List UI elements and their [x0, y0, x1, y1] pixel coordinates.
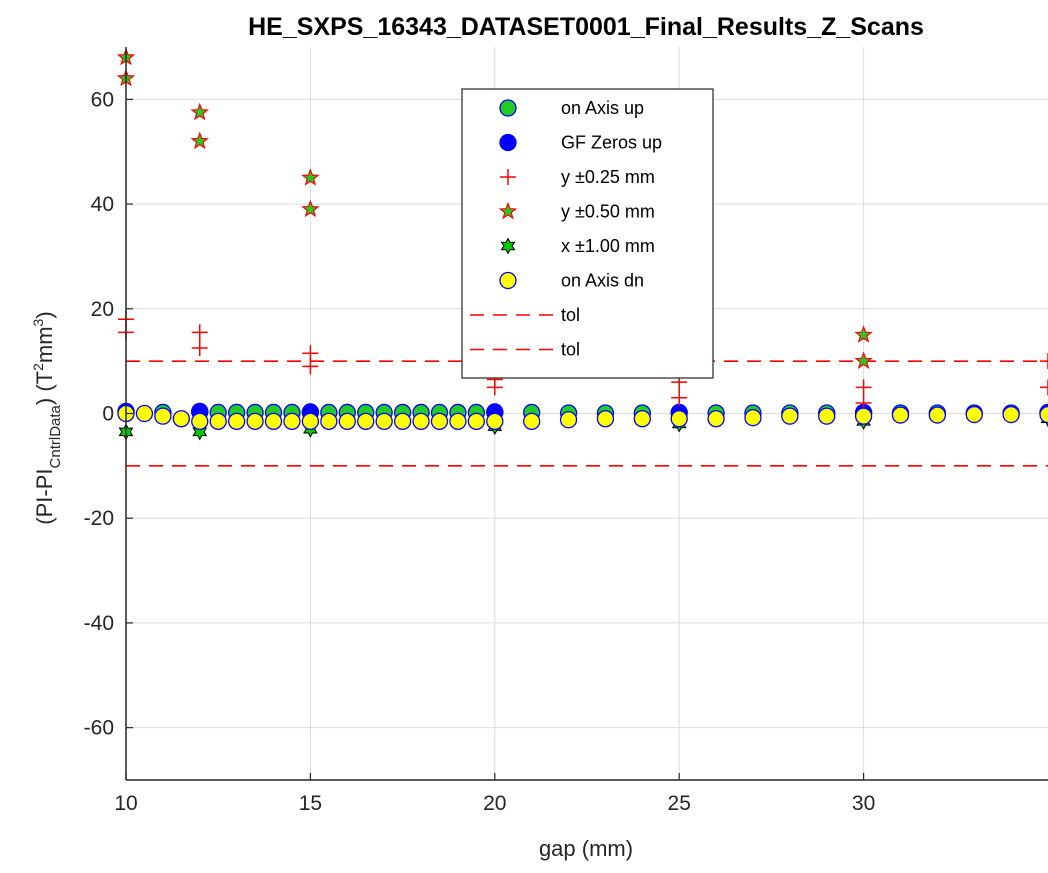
data-point — [154, 407, 172, 425]
data-point — [209, 412, 227, 431]
legend-marker — [498, 201, 518, 220]
y-tick-label: -60 — [84, 717, 114, 740]
x-tick-label: 10 — [114, 792, 137, 815]
data-point — [191, 324, 208, 341]
y-axis-label-part: ) — [32, 311, 57, 318]
data-point — [1040, 379, 1048, 396]
y-tick-label: 40 — [91, 193, 114, 216]
data-point — [412, 412, 430, 431]
y-axis-label-superscript: 3 — [30, 318, 46, 326]
data-point — [430, 412, 449, 431]
data-point — [192, 423, 208, 441]
data-point — [744, 409, 762, 427]
x-axis-label: gap (mm) — [539, 836, 633, 861]
data-point — [928, 406, 947, 424]
legend-marker — [499, 133, 517, 152]
data-point — [1039, 405, 1048, 424]
x-tick-label: 30 — [852, 792, 875, 815]
data-point — [891, 406, 910, 424]
data-point — [375, 412, 393, 431]
data-point — [523, 412, 541, 431]
x-tick-label: 20 — [483, 792, 506, 815]
legend-marker — [499, 99, 517, 117]
data-point — [854, 407, 873, 425]
series-5 — [117, 404, 1048, 431]
y-tick-label: 60 — [91, 88, 114, 111]
y-axis-label-part: ) (T — [32, 371, 57, 405]
y-tick-label: -40 — [84, 612, 114, 635]
data-point — [320, 412, 338, 431]
legend-label: y ±0.25 mm — [561, 167, 655, 187]
legend-label: y ±0.50 mm — [561, 202, 655, 222]
data-point — [596, 410, 615, 428]
legend-label: tol — [561, 305, 580, 325]
data-point — [190, 102, 209, 121]
data-point — [301, 168, 320, 186]
data-point — [854, 351, 873, 369]
data-point — [301, 412, 320, 431]
data-point — [190, 131, 209, 150]
y-tick-label: -20 — [84, 507, 114, 530]
data-point — [283, 412, 301, 431]
y-axis-label-superscript: 2 — [30, 363, 46, 371]
data-point — [338, 412, 356, 431]
legend-label: x ±1.00 mm — [561, 236, 655, 256]
data-point — [172, 410, 190, 428]
series-3 — [116, 47, 873, 369]
data-point — [559, 411, 578, 429]
legend-label: on Axis up — [561, 98, 644, 118]
chart-title: HE_SXPS_16343_DATASET0001_Final_Results_… — [248, 13, 924, 41]
data-point — [855, 379, 872, 396]
data-point — [135, 404, 154, 423]
data-point — [707, 410, 725, 428]
data-point — [357, 412, 375, 431]
data-point — [393, 412, 412, 431]
data-point — [965, 405, 983, 424]
data-point — [633, 410, 651, 428]
data-point — [191, 340, 208, 357]
legend-label: GF Zeros up — [561, 133, 662, 153]
axes — [125, 47, 1048, 781]
data-point — [854, 325, 873, 343]
y-axis-label-subscript: CntrlData — [47, 404, 64, 468]
legend-marker — [499, 271, 517, 290]
data-point — [671, 389, 688, 406]
data-point — [1040, 353, 1048, 370]
data-point — [486, 379, 503, 396]
data-point — [191, 412, 209, 431]
y-axis-label-part: mm — [32, 326, 57, 363]
legend-marker — [500, 169, 516, 185]
data-point — [670, 410, 688, 428]
data-point — [302, 358, 319, 375]
data-point — [467, 412, 486, 431]
data-point — [486, 412, 504, 431]
legend-label: tol — [561, 340, 580, 360]
legend: on Axis up GF Zeros up y ±0.25 mm y ±0.50 m… — [461, 88, 714, 379]
data-point — [301, 199, 320, 218]
x-tick-label: 15 — [299, 792, 322, 815]
data-point — [246, 412, 264, 431]
data-point — [781, 407, 799, 425]
data-point — [264, 412, 283, 431]
y-tick-label: 20 — [91, 298, 114, 321]
tick-labels: 10 15 20 25 30 -60 -40 -20 0 20 40 60 — [84, 88, 876, 815]
y-tick-label: 0 — [102, 403, 114, 426]
data-point — [818, 407, 836, 425]
data-point — [227, 412, 246, 431]
x-tick-label: 25 — [668, 792, 691, 815]
data-point — [449, 412, 467, 431]
data-point — [1002, 405, 1020, 424]
y-axis-label-part: (PI-PI — [32, 468, 57, 524]
legend-label: on Axis dn — [561, 271, 644, 291]
legend-marker — [500, 237, 516, 255]
y-axis-label: (PI-PICntrlData) (T2mm3) — [30, 311, 64, 524]
